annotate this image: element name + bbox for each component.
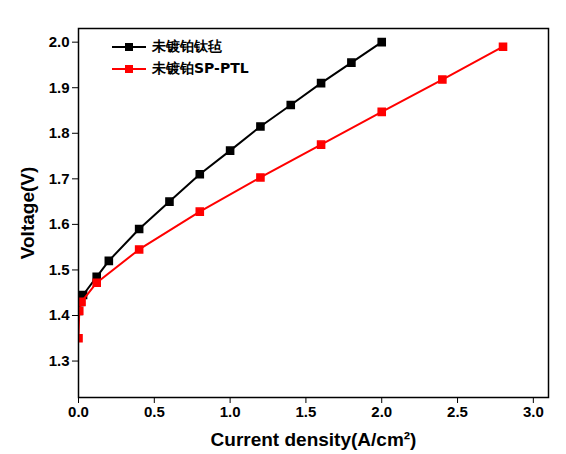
svg-text:0.5: 0.5 [144,403,165,420]
svg-text:3.0: 3.0 [523,403,544,420]
svg-text:Current density(A/cm²): Current density(A/cm²) [211,429,417,450]
svg-text:2.5: 2.5 [447,403,468,420]
svg-text:1.9: 1.9 [49,79,70,96]
svg-text:1.5: 1.5 [295,403,316,420]
svg-text:1.6: 1.6 [49,215,70,232]
svg-text:1.8: 1.8 [49,124,70,141]
svg-text:1.5: 1.5 [49,261,70,278]
html-text:未镀铂SP-PTL: 未镀铂SP-PTL [152,60,249,76]
svg-text:1.3: 1.3 [49,352,70,369]
svg-text:2.0: 2.0 [371,403,392,420]
html-text:未镀铂钛毡: 未镀铂钛毡 [152,38,222,54]
svg-text:1.4: 1.4 [49,306,71,323]
svg-text:1.0: 1.0 [220,403,241,420]
svg-text:Voltage(V): Voltage(V) [17,167,38,260]
svg-text:1.7: 1.7 [49,170,70,187]
svg-text:2.0: 2.0 [49,33,70,50]
svg-text:0.0: 0.0 [68,403,89,420]
